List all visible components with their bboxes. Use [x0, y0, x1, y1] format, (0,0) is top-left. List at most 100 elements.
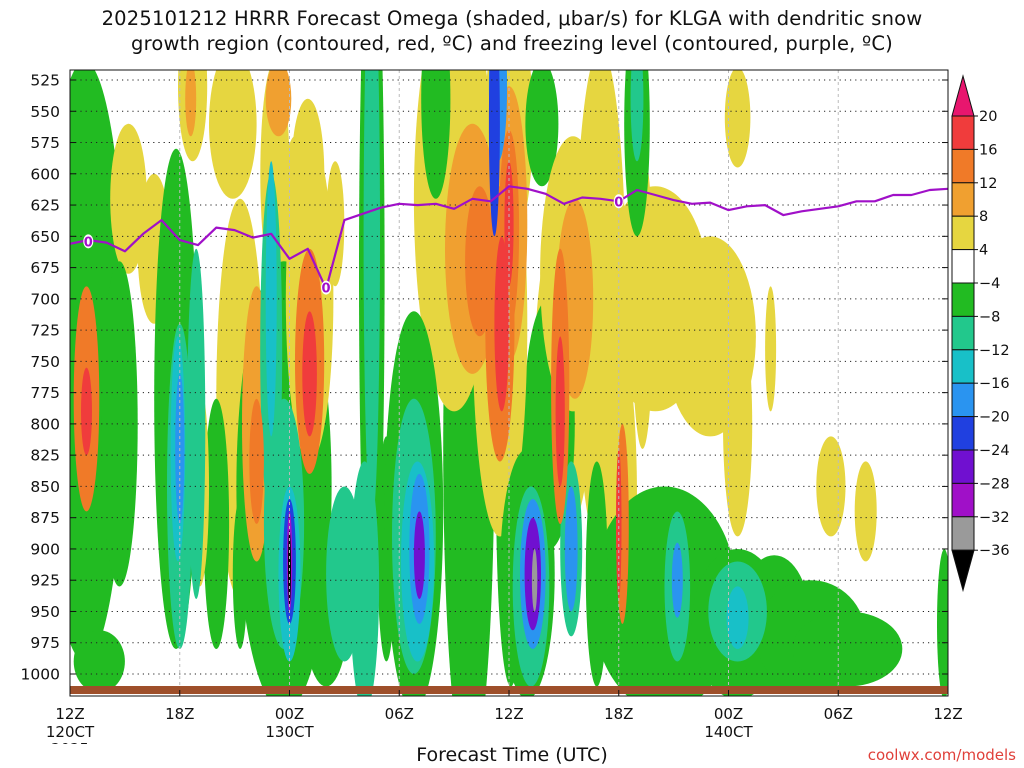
colorbar-bin-11: [951, 449, 975, 484]
colorbar-bin-12: [951, 482, 975, 518]
colorbar-label-7: −12: [979, 343, 1010, 359]
colorbar-label-8: −16: [979, 376, 1010, 392]
omega-cell-43: [937, 549, 948, 696]
grid-lines: [70, 70, 948, 696]
omega-cell-42: [816, 436, 846, 537]
x-tick-label-48: 12Z: [933, 705, 962, 723]
colorbar-bin-4: [951, 215, 975, 251]
colorbar-label-4: 4: [979, 243, 988, 259]
omega-cell-41: [792, 611, 903, 687]
freezing-label-bg-2: [613, 194, 624, 209]
x-tick-label-36: 00Z: [714, 705, 743, 723]
y-tick-label-800: 800: [30, 415, 60, 433]
x-tick-label-0: 12Z: [55, 705, 84, 723]
y-tick-label-675: 675: [30, 259, 60, 277]
y-tick-label-725: 725: [30, 322, 60, 340]
omega-cell-95: [671, 542, 683, 618]
omega-cell-53: [185, 70, 197, 137]
colorbar-label-12: −32: [979, 510, 1010, 526]
omega-cell-81: [726, 586, 749, 649]
omega-cell-87: [302, 311, 317, 437]
omega-cell-57: [187, 248, 206, 599]
y-tick-label-750: 750: [30, 353, 60, 371]
colorbar-label-3: 8: [979, 209, 988, 225]
colorbar-label-5: −4: [979, 276, 1000, 292]
colorbar-label-11: −28: [979, 476, 1010, 492]
omega-cell-6: [209, 70, 257, 199]
omega-cell-24: [203, 398, 230, 649]
omega-cell-46: [73, 630, 125, 693]
omega-cell-90: [564, 486, 578, 612]
freezing-level-contour: 0 0 0: [70, 185, 948, 297]
x-tick-label-24: 12Z: [494, 705, 523, 723]
omega-cell-21: [765, 286, 777, 412]
colorbar-bin-2: [951, 148, 975, 184]
y-tick-label-600: 600: [30, 165, 60, 183]
x-tick-label-30: 18Z: [604, 705, 633, 723]
colorbar-label-1: 16: [979, 142, 997, 158]
y-tick-label-825: 825: [30, 447, 60, 465]
omega-cell-88: [494, 236, 510, 412]
x-date-label-2: 130CT: [265, 723, 314, 741]
omega-cell-51: [585, 461, 608, 687]
omega-cell-82: [81, 367, 92, 456]
y-tick-label-700: 700: [30, 290, 60, 308]
y-tick-label-575: 575: [30, 134, 60, 152]
x-date-label-1: 2025: [51, 740, 89, 744]
omega-cell-101: [531, 548, 538, 612]
colorbar-bottom-triangle: [951, 549, 975, 593]
y-tick-label-850: 850: [30, 478, 60, 496]
colorbar-label-2: 12: [979, 176, 997, 192]
x-date-label-3: 140CT: [704, 723, 753, 741]
omega-cell-68: [326, 486, 363, 662]
omega-cell-97: [488, 70, 500, 237]
x-tick-label-42: 06Z: [824, 705, 853, 723]
freezing-label-bg-1: [321, 280, 332, 295]
y-tick-label-950: 950: [30, 603, 60, 621]
y-axis: 525 550 575 600 625 650 675 700 725 750 775 800 825 8…: [21, 72, 948, 684]
colorbar-label-9: −20: [979, 410, 1010, 426]
colorbar-label-13: −36: [979, 543, 1010, 559]
colorbar: 20 16 12 8 4 −4 −8 −12 −16 −20 −24 −28 −32 −36: [951, 74, 1010, 593]
x-tick-label-18: 06Z: [385, 705, 414, 723]
omega-cell-74: [249, 398, 264, 524]
y-tick-label-1000: 1000: [21, 666, 60, 684]
chart-title-line2: growth region (contoured, red, ºC) and f…: [131, 32, 893, 55]
chart-title: 2025101212 HRRR Forecast Omega (shaded, …: [0, 6, 1024, 56]
freezing-label-0: 0: [84, 235, 93, 250]
y-tick-label-550: 550: [30, 103, 60, 121]
omega-cell-3: [101, 261, 138, 587]
credit-link[interactable]: coolwx.com/models: [867, 746, 1016, 764]
colorbar-bin-6: [951, 282, 975, 317]
omega-cell-35: [525, 70, 559, 187]
omega-cell-54: [265, 70, 292, 137]
colorbar-bin-5: [951, 249, 975, 284]
omega-cell-19: [723, 311, 753, 537]
colorbar-label-6: −8: [979, 309, 1000, 325]
freezing-level-line: [70, 185, 948, 290]
x-axis: 12Z18Z00Z06Z12Z18Z00Z06Z12Z120CT2025130C…: [46, 690, 963, 744]
freezing-label-1: 0: [322, 282, 331, 297]
y-tick-label-625: 625: [30, 197, 60, 215]
y-tick-label-925: 925: [30, 572, 60, 590]
omega-cell-98: [413, 511, 425, 599]
colorbar-bin-7: [951, 315, 975, 351]
colorbar-bin-3: [951, 182, 975, 217]
colorbar-label-0: 20: [979, 109, 997, 125]
colorbar-label-10: −24: [979, 443, 1010, 459]
chart-svg: 000 525550575600625650675700725750775800…: [21, 69, 1010, 744]
y-tick-label-900: 900: [30, 540, 60, 558]
y-tick-label-875: 875: [30, 509, 60, 527]
y-tick-label-775: 775: [30, 384, 60, 402]
colorbar-bin-13: [951, 516, 975, 551]
y-tick-label-525: 525: [30, 72, 60, 90]
omega-cell-85: [555, 336, 565, 487]
omega-cell-22: [854, 461, 877, 562]
chart-title-line1: 2025101212 HRRR Forecast Omega (shaded, …: [101, 7, 923, 30]
colorbar-bin-1: [951, 115, 975, 150]
omega-cell-72: [630, 70, 644, 162]
x-axis-title: Forecast Time (UTC): [416, 744, 608, 766]
colorbar-bin-8: [951, 349, 975, 384]
x-tick-label-6: 18Z: [165, 705, 194, 723]
colorbar-top-triangle: [951, 74, 975, 117]
